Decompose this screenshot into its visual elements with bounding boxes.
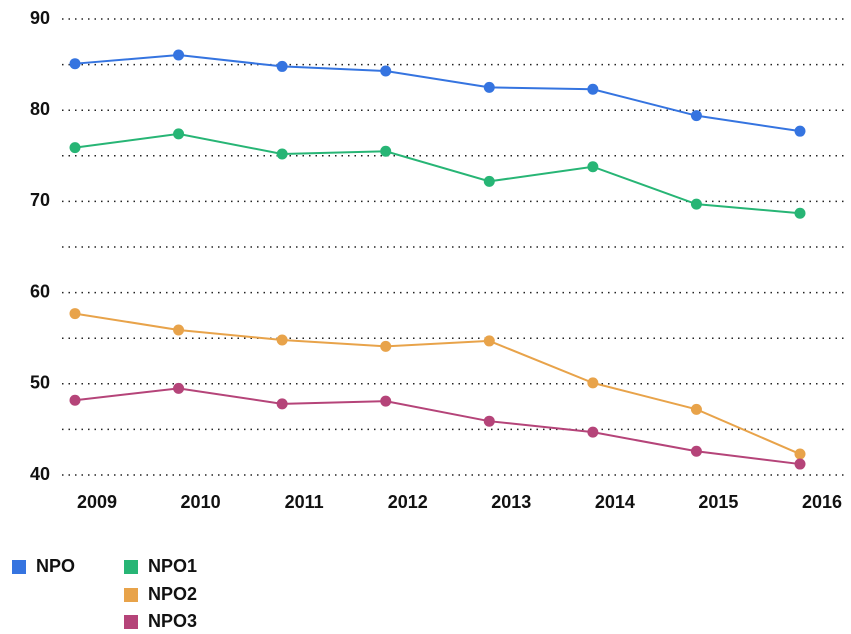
data-point (173, 49, 185, 61)
series-line (74, 132, 801, 215)
data-point (794, 448, 806, 460)
y-tick-label: 70 (30, 190, 50, 210)
data-point (69, 308, 81, 320)
legend-item: NPO3 (124, 611, 197, 631)
legend-swatch (124, 588, 138, 602)
x-tick-label: 2013 (491, 492, 531, 512)
data-point (276, 60, 288, 72)
y-tick-label: 90 (30, 8, 50, 28)
data-point (794, 207, 806, 219)
data-point (276, 148, 288, 160)
series-line (74, 387, 801, 466)
legend-label: NPO2 (148, 584, 197, 604)
data-point (690, 445, 702, 457)
x-tick-label: 2009 (77, 492, 117, 512)
legend-swatch (124, 560, 138, 574)
y-tick-label: 50 (30, 373, 50, 393)
legend-label: NPO (36, 556, 75, 576)
y-tick-label: 60 (30, 281, 50, 301)
x-tick-label: 2011 (285, 492, 324, 512)
data-point (483, 415, 495, 427)
legend-swatch (124, 615, 138, 629)
data-point (380, 340, 392, 352)
data-point (69, 58, 81, 70)
legend-item: NPO1 (124, 556, 197, 576)
series-line (74, 312, 801, 455)
data-point (276, 334, 288, 346)
data-point (483, 335, 495, 347)
legend-swatch (12, 560, 26, 574)
data-point (794, 125, 806, 137)
data-point (380, 145, 392, 157)
data-point (587, 426, 599, 438)
data-point (587, 377, 599, 389)
data-point (173, 128, 185, 140)
data-point (690, 198, 702, 210)
x-tick-label: 2015 (698, 492, 738, 512)
data-point (380, 395, 392, 407)
data-point (587, 83, 599, 95)
data-point (173, 382, 185, 394)
legend-item: NPO2 (124, 584, 197, 604)
legend-label: NPO1 (148, 556, 197, 576)
y-tick-label: 40 (30, 464, 50, 484)
data-point (380, 65, 392, 77)
data-point (276, 398, 288, 410)
data-point (483, 81, 495, 93)
data-point (69, 394, 81, 406)
data-point (483, 175, 495, 187)
x-tick-label: 2014 (595, 492, 635, 512)
data-point (690, 403, 702, 415)
data-point (587, 161, 599, 173)
data-point (69, 142, 81, 154)
data-point (690, 110, 702, 122)
y-tick-label: 80 (30, 99, 50, 119)
x-tick-label: 2016 (802, 492, 842, 512)
legend-item: NPO (12, 556, 75, 576)
data-point (173, 324, 185, 336)
x-tick-label: 2010 (181, 492, 221, 512)
legend-label: NPO3 (148, 611, 197, 631)
data-point (794, 458, 806, 470)
series-line (74, 54, 801, 133)
x-tick-label: 2012 (388, 492, 428, 512)
